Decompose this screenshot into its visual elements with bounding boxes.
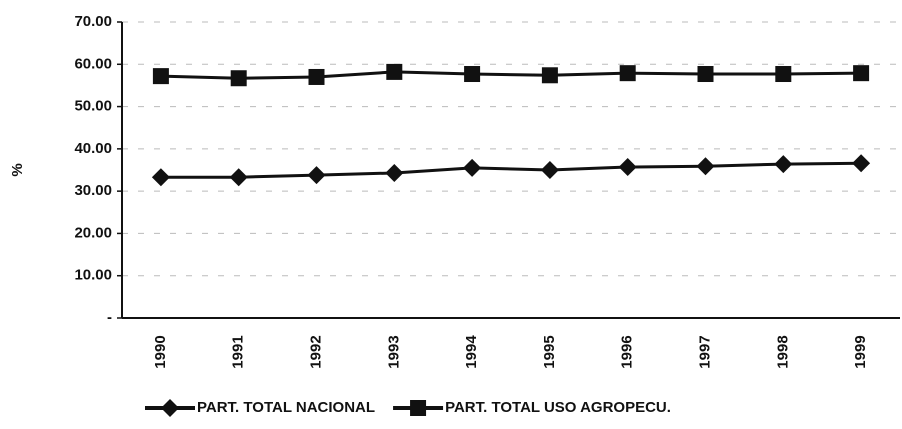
x-tick-label: 1995 — [541, 335, 558, 368]
data-point — [230, 70, 247, 87]
legend-marker — [410, 400, 427, 416]
data-point — [618, 158, 637, 177]
y-tick-label: 50.00 — [74, 98, 112, 115]
y-tick-label: 60.00 — [74, 55, 112, 72]
data-point — [541, 67, 558, 84]
data-point — [852, 154, 871, 173]
data-point — [229, 168, 248, 187]
y-tick-label: 20.00 — [74, 224, 112, 241]
x-tick-label: 1993 — [385, 335, 402, 368]
data-point — [619, 65, 636, 82]
x-tick-label: 1997 — [696, 335, 713, 368]
data-point — [853, 65, 870, 82]
y-tick-label: 40.00 — [74, 140, 112, 157]
data-point — [307, 166, 326, 185]
y-axis-label: % — [9, 163, 26, 176]
data-point — [463, 158, 482, 177]
data-point — [386, 63, 403, 80]
legend-label: PART. TOTAL NACIONAL — [197, 399, 375, 416]
x-tick-label: 1998 — [774, 335, 791, 368]
x-tick-label: 1994 — [463, 335, 480, 369]
data-point — [696, 157, 715, 176]
series-line — [160, 70, 862, 80]
x-tick-label: 1996 — [619, 335, 636, 368]
x-tick-label: 1990 — [152, 335, 169, 368]
data-point — [775, 66, 792, 83]
y-tick-label: 30.00 — [74, 182, 112, 199]
legend-marker — [161, 399, 179, 417]
data-point — [774, 155, 793, 174]
data-point — [385, 163, 404, 182]
x-tick-label: 1992 — [307, 335, 324, 368]
x-tick-label: 1991 — [230, 335, 247, 368]
data-point — [151, 168, 170, 187]
legend-label: PART. TOTAL USO AGROPECU. — [445, 399, 671, 416]
data-point — [152, 68, 169, 85]
y-tick-label: 10.00 — [74, 267, 112, 284]
y-tick-label: 70.00 — [74, 13, 112, 30]
x-tick-label: 1999 — [852, 335, 869, 368]
data-point — [697, 66, 714, 83]
y-tick-label: - — [107, 309, 112, 326]
data-point — [308, 68, 325, 85]
data-point — [540, 161, 559, 179]
data-point — [464, 66, 481, 83]
series-line — [160, 161, 862, 179]
